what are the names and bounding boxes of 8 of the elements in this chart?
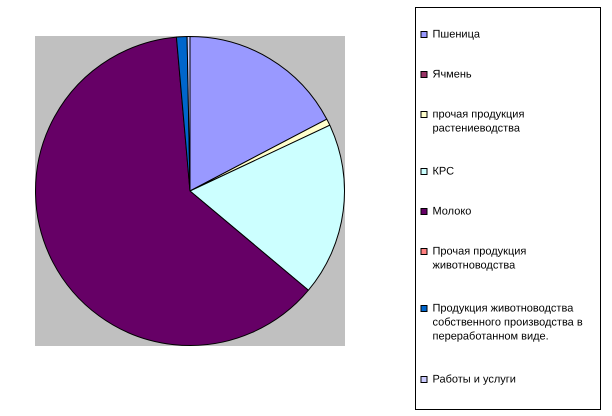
legend-label: Молоко bbox=[432, 206, 472, 218]
legend-label: Прочая продукция животноводства bbox=[432, 246, 526, 272]
legend-label: Пшеница bbox=[432, 28, 481, 41]
legend-label: Работы и услуги bbox=[432, 374, 516, 386]
legend-label: Ячмень bbox=[432, 68, 472, 81]
legend-label: прочая продукция растениеводства bbox=[432, 108, 524, 135]
legend-label: Продукция животноводства собственного производства в переработанном виде. bbox=[432, 302, 583, 343]
legend-label: КРС bbox=[432, 166, 454, 178]
